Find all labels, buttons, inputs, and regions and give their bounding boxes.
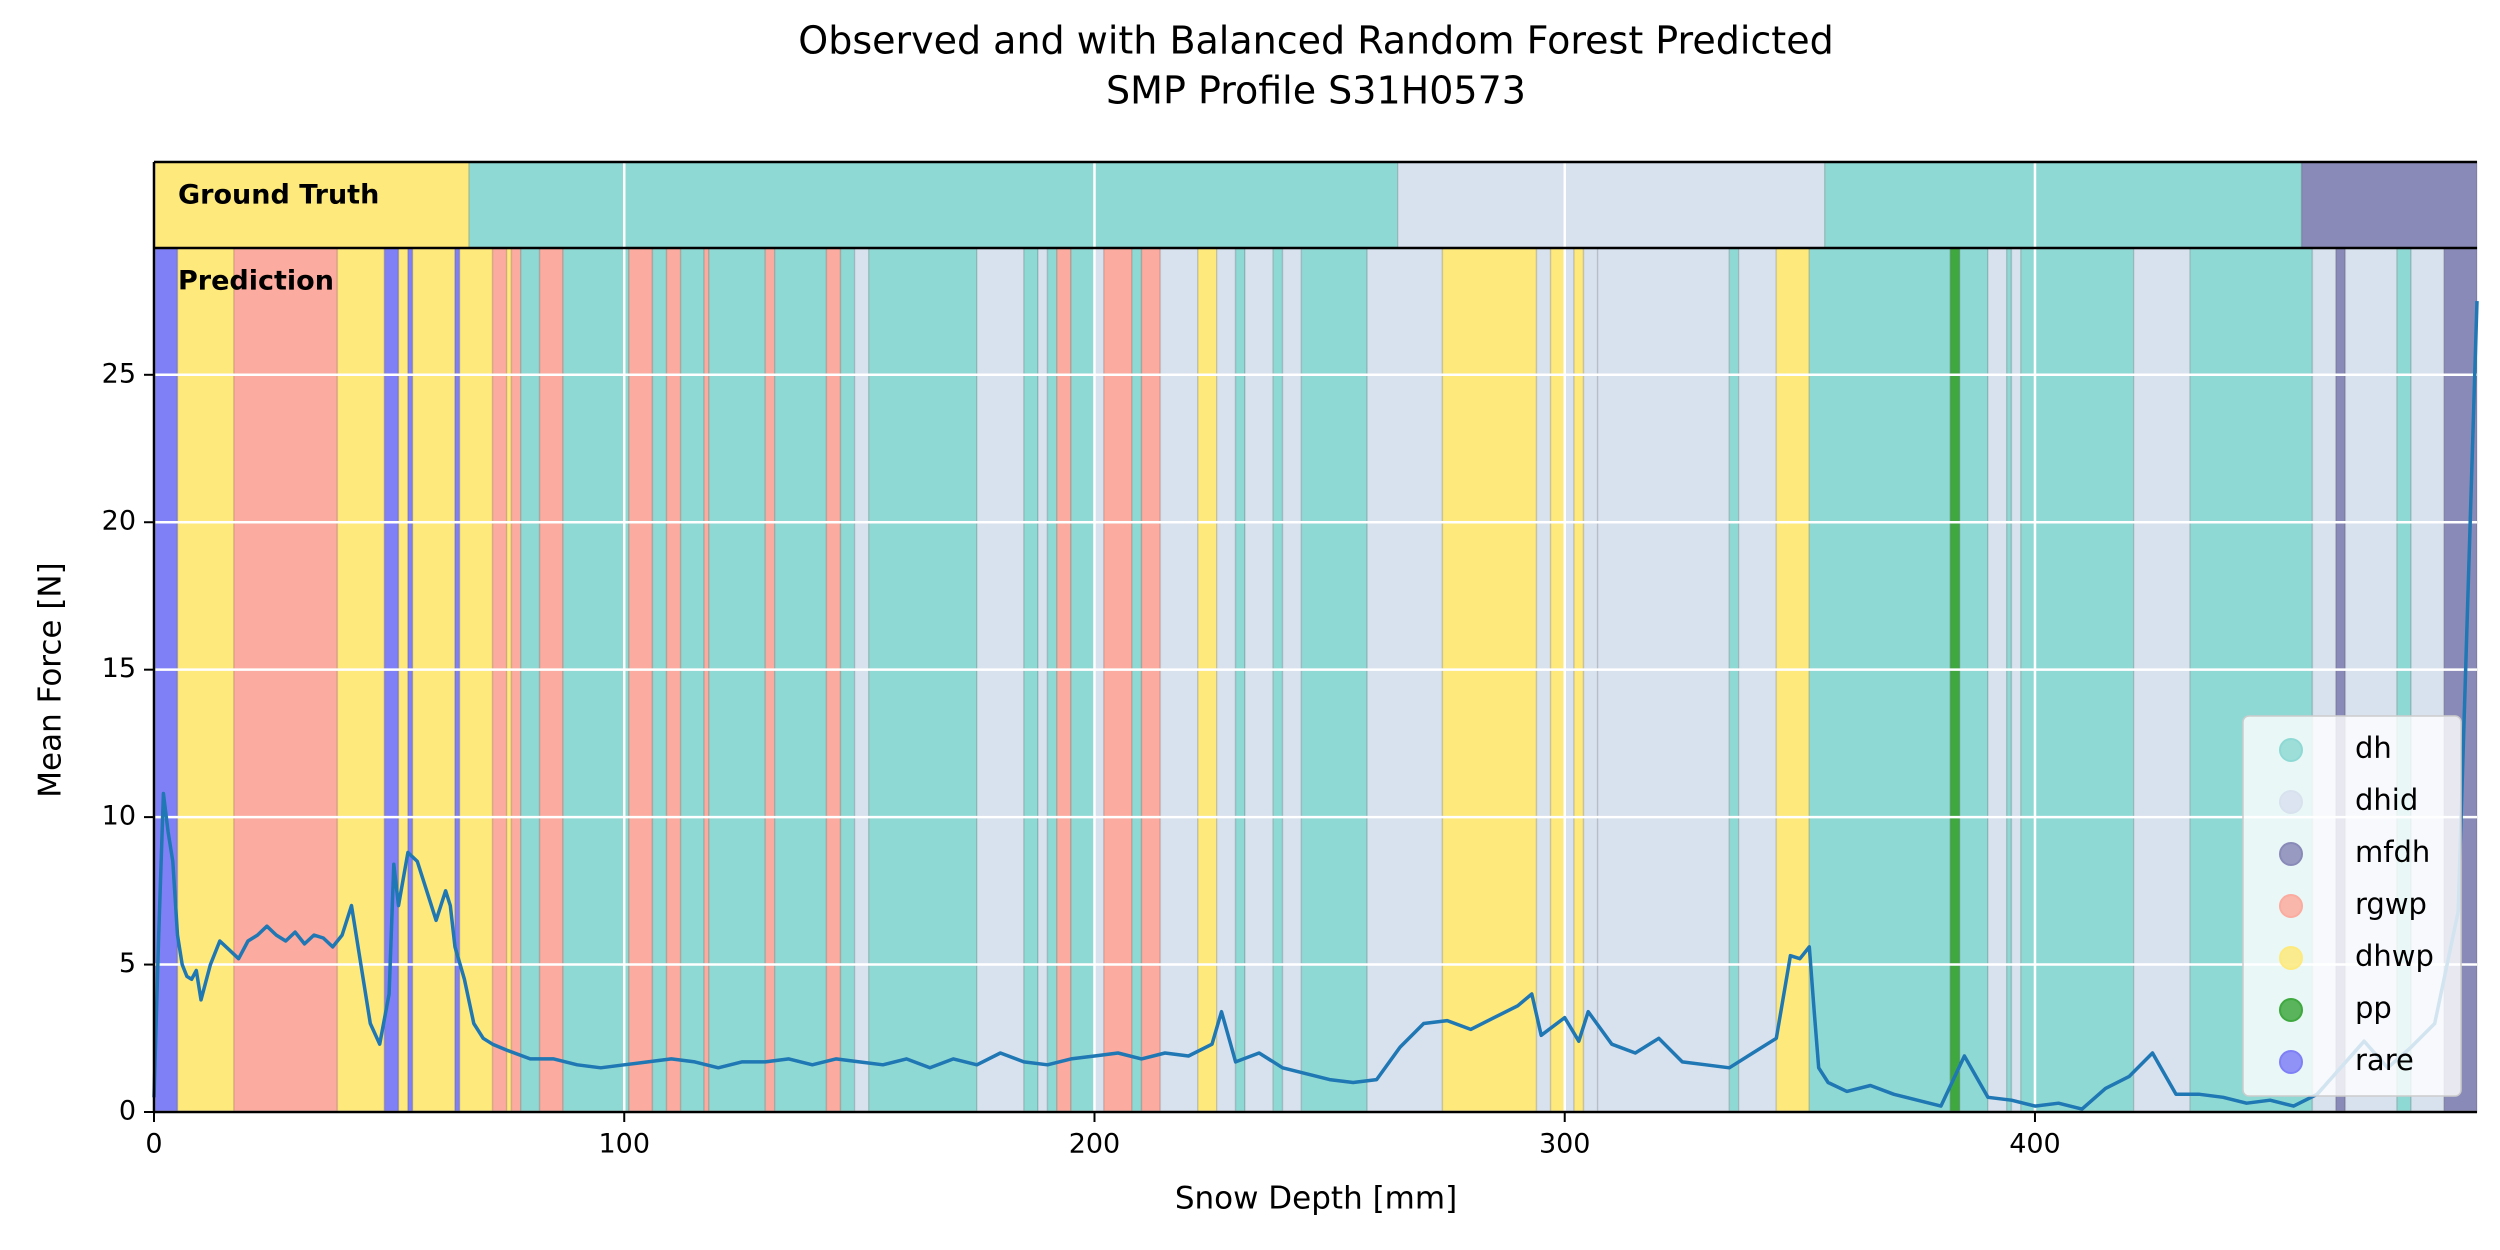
prediction-span [510,247,522,1113]
legend-label: dhwp [2355,939,2434,973]
prediction-span [1234,247,1246,1113]
legend-marker [2279,1050,2303,1074]
band-label: Ground Truth [178,180,379,211]
prediction-span [1037,247,1049,1113]
prediction-span [1215,247,1237,1113]
prediction-span [1573,247,1585,1113]
prediction-span [233,247,339,1113]
prediction-span [383,247,400,1113]
prediction-span [397,247,409,1113]
prediction-span [1808,247,1952,1113]
y-tick-label: 20 [102,506,136,537]
band-label: Prediction [178,266,334,297]
prediction-span [868,247,978,1113]
chart-title: Observed and with Balanced Random Forest… [798,19,1833,63]
prediction-span [491,247,508,1113]
prediction-span [562,247,630,1113]
prediction-span [764,247,776,1113]
y-tick-label: 5 [119,948,136,979]
prediction-span [1140,247,1162,1113]
prediction-span [853,247,870,1113]
legend-marker [2279,790,2303,814]
prediction-span [628,247,654,1113]
prediction-span [1596,247,1731,1113]
prediction-span [1244,247,1274,1113]
prediction-span [1159,247,1199,1113]
ground-truth-span [1397,161,1826,249]
prediction-span [1046,247,1058,1113]
legend-label: dh [2355,731,2392,765]
prediction-span [839,247,856,1113]
prediction-span [1103,247,1133,1113]
prediction-span [336,247,386,1113]
prediction-span [1737,247,1778,1113]
prediction-span [1056,247,1072,1113]
prediction-span [1958,247,1989,1113]
prediction-span [2132,247,2191,1113]
prediction-span [1563,247,1575,1113]
legend-label: pp [2355,991,2392,1025]
x-tick-label: 300 [1539,1129,1591,1160]
prediction-span [1281,247,1303,1113]
prediction-span [1070,247,1096,1113]
x-tick-label: 400 [2009,1129,2061,1160]
prediction-span [1535,247,1552,1113]
prediction-span [679,247,705,1113]
prediction-span [2010,247,2022,1113]
prediction-span [1197,247,1218,1113]
legend-box [2242,715,2462,1097]
y-tick-label: 25 [102,358,136,389]
y-tick-label: 15 [102,653,136,684]
x-axis-label: Snow Depth [mm] [1175,1181,1457,1217]
ground-truth-span [1824,161,2303,249]
y-axis-label: Mean Force [N] [33,562,69,797]
legend: dh dhid mfdh rgwp dhwp pp rare [2242,715,2462,1097]
prediction-span [1582,247,1599,1113]
ground-truth-span [2300,161,2478,249]
force-line [152,301,2479,1111]
prediction-span [2020,247,2135,1113]
prediction-span [825,247,842,1113]
prediction-span [1987,247,2008,1113]
prediction-span [411,247,456,1113]
prediction-span [1366,247,1444,1113]
prediction-span [773,247,828,1113]
ground-truth-span [468,161,1399,249]
legend-label: rare [2355,1043,2414,1077]
x-tick-label: 0 [145,1129,162,1160]
prediction-span [1775,247,1811,1113]
y-tick-label: 10 [102,801,136,832]
prediction-span [1023,247,1039,1113]
prediction-span [1300,247,1368,1113]
legend-marker [2279,738,2303,762]
prediction-span [1093,247,1105,1113]
legend-label: dhid [2355,783,2418,817]
prediction-span [1549,247,1566,1113]
prediction-span [520,247,541,1113]
prediction-span [1441,247,1538,1113]
legend-marker [2279,894,2303,918]
legend-marker [2279,998,2303,1022]
prediction-span [976,247,1025,1113]
legend-marker [2279,946,2303,970]
prediction-span [651,247,668,1113]
prediction-span [1131,247,1143,1113]
prediction-span [458,247,494,1113]
legend-marker [2279,842,2303,866]
prediction-span [665,247,682,1113]
prediction-span [538,247,564,1113]
prediction-span [1272,247,1284,1113]
prediction-span [1728,247,1740,1113]
chart-subtitle: SMP Profile S31H0573 [1106,69,1526,113]
x-tick-label: 200 [1069,1129,1121,1160]
prediction-span [708,247,767,1113]
ground-truth-span [153,161,470,249]
legend-label: mfdh [2355,835,2430,869]
prediction-span [1949,247,1961,1113]
y-tick-label: 0 [119,1096,136,1127]
x-tick-label: 100 [598,1129,650,1160]
legend-label: rgwp [2355,887,2427,921]
